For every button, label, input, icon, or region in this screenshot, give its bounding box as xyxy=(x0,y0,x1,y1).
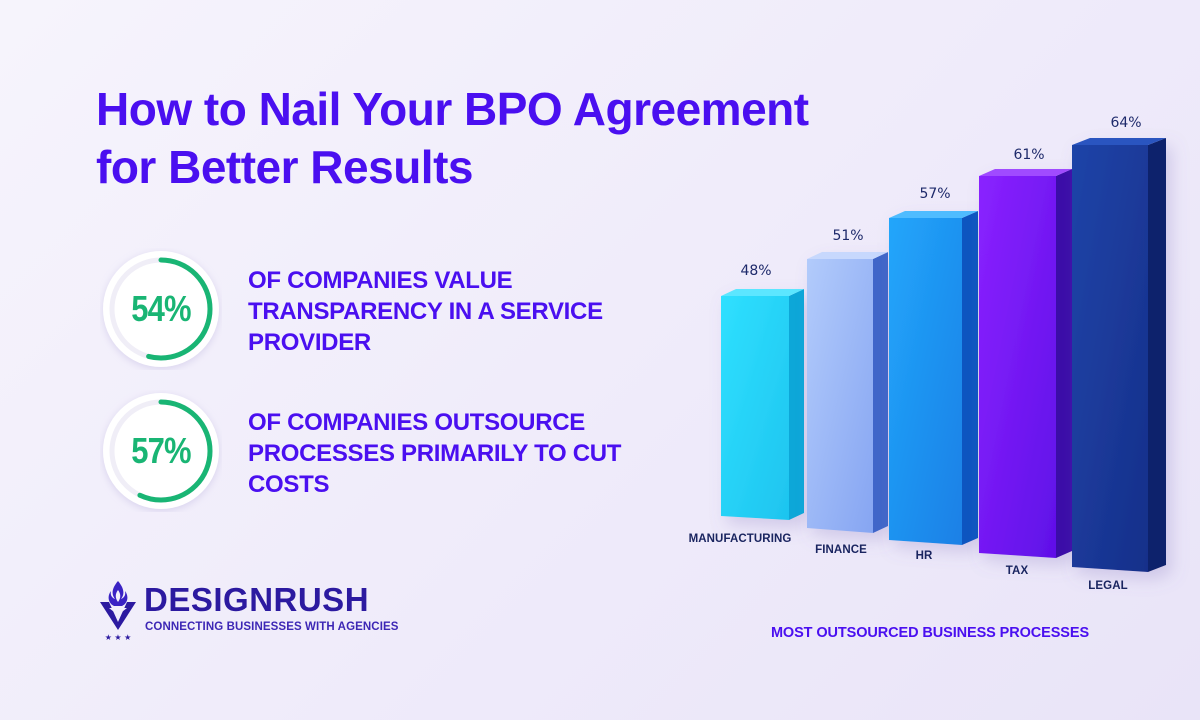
stat-card-transparency: 54% OF COMPANIES VALUE TRANSPARENCY IN A… xyxy=(100,248,660,378)
bar-manufacturing xyxy=(721,289,804,520)
bar-category-manufacturing: MANUFACTURING xyxy=(688,533,792,545)
designrush-flame-v-icon: ★ ★ ★ xyxy=(100,581,136,642)
title-line-1: How to Nail Your BPO Agreement xyxy=(96,83,809,135)
designrush-logo[interactable]: ★ ★ ★ DESIGNRUSH CONNECTING BUSINESSES W… xyxy=(98,578,418,642)
page-title: How to Nail Your BPO Agreement for Bette… xyxy=(96,80,976,196)
chart-title: MOST OUTSOURCED BUSINESS PROCESSES xyxy=(770,625,1090,641)
stat-percent: 54% xyxy=(131,288,191,329)
stat-description: OF COMPANIES OUTSOURCE PROCESSES PRIMARI… xyxy=(248,409,622,498)
bar-category-finance: FINANCE xyxy=(815,544,867,556)
bar-finance xyxy=(807,252,888,533)
bar-category-tax: TAX xyxy=(1005,565,1029,577)
title-line-2: for Better Results xyxy=(96,141,473,193)
bar-value-manufacturing: 48% xyxy=(740,263,772,279)
progress-ring-icon xyxy=(103,251,219,367)
bar-hr xyxy=(889,211,978,545)
bar-value-tax: 61% xyxy=(1013,147,1045,163)
bar-category-hr: HR xyxy=(915,550,933,562)
stat-card-cut-costs: 57% OF COMPANIES OUTSOURCE PROCESSES PRI… xyxy=(100,390,660,520)
stars-icon: ★ ★ ★ xyxy=(105,633,132,642)
progress-ring-icon xyxy=(103,393,219,509)
bar-legal xyxy=(1072,138,1166,572)
logo-name: DESIGNRUSH xyxy=(144,581,370,618)
bar-value-legal: 64% xyxy=(1110,115,1142,131)
bar-category-legal: LEGAL xyxy=(1088,580,1128,592)
stat-percent: 57% xyxy=(131,430,191,471)
logo-tagline: CONNECTING BUSINESSES WITH AGENCIES xyxy=(145,621,399,633)
stat-description: OF COMPANIES VALUE TRANSPARENCY IN A SER… xyxy=(248,267,603,356)
bar-tax xyxy=(979,169,1072,558)
bar-value-finance: 51% xyxy=(832,228,864,244)
